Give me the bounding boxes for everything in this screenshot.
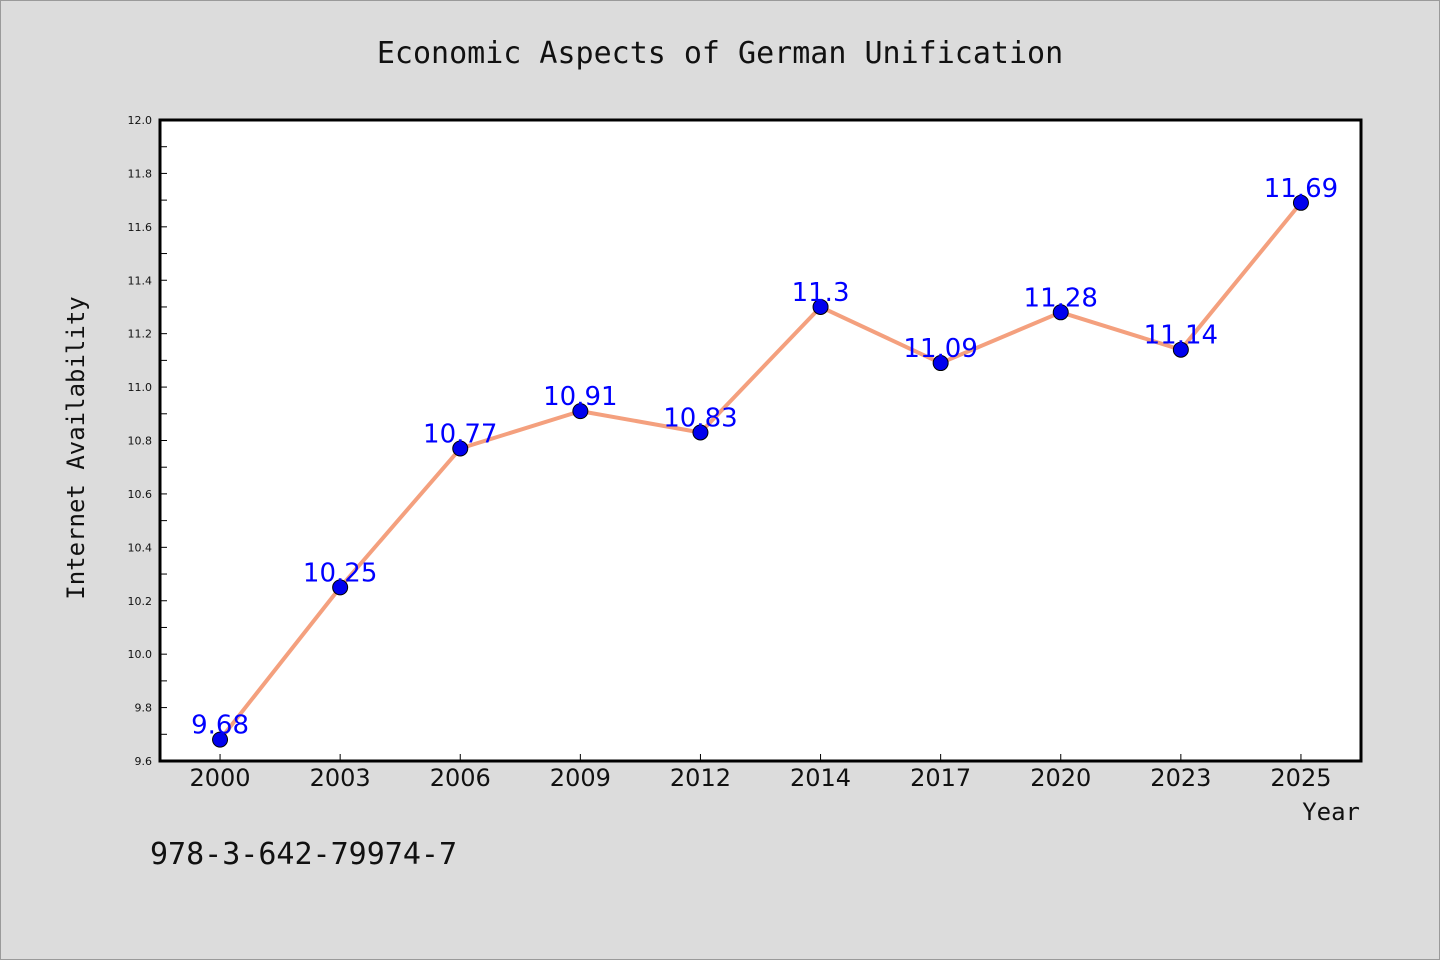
series-group xyxy=(212,194,1309,748)
plot-border xyxy=(158,118,1363,763)
chart-title: Economic Aspects of German Unification xyxy=(377,36,1063,71)
y-tick-label: 10.8 xyxy=(128,435,153,448)
y-tick-label: 11.6 xyxy=(128,221,153,234)
y-tick-label: 9.8 xyxy=(135,702,153,715)
y-tick-label: 11.2 xyxy=(128,328,153,341)
y-tick-label: 11.4 xyxy=(128,274,153,287)
y-tick-label: 12.0 xyxy=(128,114,153,127)
isbn-footnote: 978-3-642-79974-7 xyxy=(150,837,457,872)
x-axis: 2000 2003 2006 2009 2012 2014 2017 2020 2023 2025 xyxy=(190,754,1331,792)
data-label: 11.09 xyxy=(903,334,977,364)
data-point xyxy=(332,579,349,596)
data-point xyxy=(932,355,949,372)
x-tick-label: 2023 xyxy=(1150,764,1211,792)
y-tick-label: 10.0 xyxy=(128,648,153,661)
data-label: 10.77 xyxy=(423,420,497,450)
x-tick-label: 2000 xyxy=(190,764,251,792)
plot-area xyxy=(160,120,1361,761)
data-point xyxy=(1172,341,1189,358)
data-label: 11.3 xyxy=(792,278,850,308)
x-tick-label: 2006 xyxy=(430,764,491,792)
data-point xyxy=(692,424,709,441)
data-label: 11.28 xyxy=(1024,283,1098,313)
x-tick-label: 2003 xyxy=(310,764,371,792)
y-tick-label: 11.8 xyxy=(128,167,153,180)
data-label: 9.68 xyxy=(191,711,249,741)
data-labels: 9.68 10.25 10.77 10.91 10.83 11.3 11.09 11.28 11… xyxy=(191,174,1338,741)
data-label: 10.25 xyxy=(303,558,377,588)
data-label: 10.91 xyxy=(543,382,617,412)
data-label: 10.83 xyxy=(663,403,737,433)
x-tick-label: 2017 xyxy=(910,764,971,792)
y-tick-label: 10.2 xyxy=(128,595,153,608)
x-tick-label: 2014 xyxy=(790,764,851,792)
x-axis-label: Year xyxy=(1302,798,1360,826)
series-line xyxy=(218,201,1303,741)
y-tick-label: 10.4 xyxy=(128,541,153,554)
data-point xyxy=(572,403,589,420)
x-tick-label: 2025 xyxy=(1270,764,1331,792)
y-tick-label: 11.0 xyxy=(128,381,153,394)
data-point xyxy=(1052,304,1069,321)
data-label: 11.14 xyxy=(1144,321,1218,351)
data-point xyxy=(812,298,829,315)
y-tick-label: 9.6 xyxy=(135,755,153,768)
x-tick-label: 2020 xyxy=(1030,764,1091,792)
data-point xyxy=(452,440,469,457)
data-point xyxy=(1292,194,1309,211)
x-tick-label: 2012 xyxy=(670,764,731,792)
x-tick-label: 2009 xyxy=(550,764,611,792)
data-label: 11.69 xyxy=(1264,174,1338,204)
y-tick-label: 10.6 xyxy=(128,488,153,501)
y-axis-label: Internet Availability xyxy=(62,296,90,599)
data-point xyxy=(212,731,229,748)
